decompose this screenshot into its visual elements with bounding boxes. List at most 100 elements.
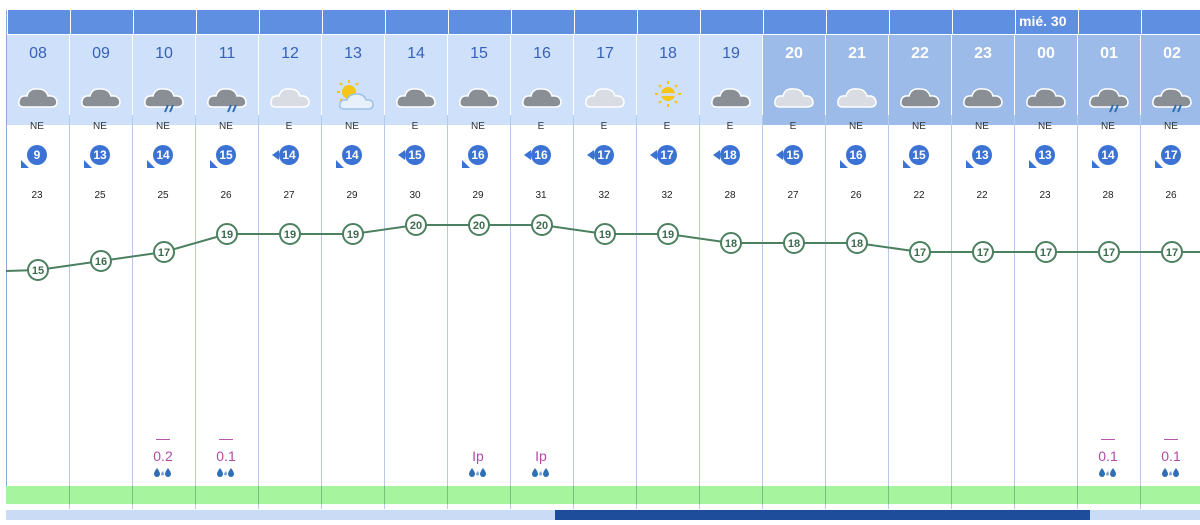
wind-arrow-icon	[147, 160, 155, 168]
temperature-point	[405, 214, 427, 236]
hour-column: 18	[637, 35, 700, 125]
hour-column: 14	[385, 35, 448, 125]
wind-speed-badge: 17	[594, 145, 614, 165]
wind-direction: E	[663, 121, 671, 132]
cloud-icon	[394, 79, 438, 113]
hour-column: 19	[700, 35, 763, 125]
wind-gust: 31	[535, 190, 547, 201]
raindrops-icon	[195, 466, 257, 481]
wind-direction: NE	[93, 121, 107, 132]
wind-speed-badge: 15	[216, 145, 236, 165]
column-separator	[825, 115, 826, 509]
temperature-label: 17	[1103, 247, 1115, 259]
hour-column: 21	[826, 35, 889, 125]
hour-column: 20	[763, 35, 826, 125]
cloud-icon	[16, 79, 60, 113]
hour-column: 16	[511, 35, 574, 125]
raindrops-icon	[510, 466, 572, 481]
wind-gust: 32	[661, 190, 673, 201]
wind-gust: 30	[409, 190, 421, 201]
wind-indicator: 17	[573, 145, 635, 179]
column-separator	[384, 115, 385, 509]
hour-label: 14	[407, 45, 425, 62]
wind-arrow-icon	[650, 150, 657, 160]
hour-column: 17	[574, 35, 637, 125]
cloud-icon	[898, 79, 942, 113]
day-header-cell	[385, 10, 448, 34]
cloud-icon	[709, 79, 753, 113]
wind-speed-badge: 9	[27, 145, 47, 165]
wind-arrow-icon	[84, 160, 92, 168]
green-strip-separator	[195, 486, 196, 504]
day-header-bar: mié. 30	[7, 10, 1200, 34]
wind-indicator: 9	[6, 145, 68, 179]
precipitation-amount: Ip	[472, 448, 484, 464]
green-strip-separator	[447, 486, 448, 504]
wind-indicator: 16	[447, 145, 509, 179]
temperature-point	[342, 223, 364, 245]
wind-gust: 26	[220, 190, 232, 201]
wind-speed-badge: 13	[90, 145, 110, 165]
wind-speed-badge: 15	[405, 145, 425, 165]
temperature-label: 20	[473, 220, 485, 232]
wind-direction: E	[285, 121, 293, 132]
wind-arrow-icon	[1092, 160, 1100, 168]
day-header-cell	[322, 10, 385, 34]
temperature-point	[972, 241, 994, 263]
green-strip-separator	[636, 486, 637, 504]
hour-label: 16	[533, 45, 551, 62]
green-strip-separator	[1014, 486, 1015, 504]
precip-mark: —	[1101, 430, 1115, 446]
temperature-label: 20	[536, 220, 548, 232]
wind-indicator: 14	[1077, 145, 1139, 179]
wind-speed-badge: 16	[468, 145, 488, 165]
green-strip-separator	[132, 486, 133, 504]
green-strip	[6, 486, 1200, 504]
wind-speed-badge: 14	[1098, 145, 1118, 165]
wind-speed-badge: 18	[720, 145, 740, 165]
cloud-light-icon	[583, 79, 627, 113]
wind-indicator: 15	[762, 145, 824, 179]
temperature-point	[1161, 241, 1183, 263]
wind-direction: E	[411, 121, 419, 132]
cloud-icon	[520, 79, 564, 113]
hour-label: 08	[29, 45, 47, 62]
temperature-label: 17	[158, 247, 170, 259]
wind-gust: 22	[913, 190, 925, 201]
green-strip-separator	[69, 486, 70, 504]
column-separator	[888, 115, 889, 509]
wind-gust: 29	[472, 190, 484, 201]
horizontal-scrollbar-thumb[interactable]	[555, 510, 1091, 520]
cloud-light-icon	[835, 79, 879, 113]
raindrops-icon	[1077, 466, 1139, 481]
wind-indicator: 15	[384, 145, 446, 179]
raindrops-icon	[1140, 466, 1200, 481]
green-strip-separator	[699, 486, 700, 504]
column-separator	[951, 115, 952, 509]
wind-speed-badge: 17	[657, 145, 677, 165]
temperature-point	[594, 223, 616, 245]
temperature-label: 18	[725, 238, 737, 250]
rain-cloud-icon	[1087, 79, 1131, 113]
temperature-point	[909, 241, 931, 263]
temperature-label: 19	[347, 229, 359, 241]
rain-cloud-icon	[142, 79, 186, 113]
wind-direction: NE	[975, 121, 989, 132]
temperature-point	[90, 250, 112, 272]
day-header-cell	[448, 10, 511, 34]
wind-direction: E	[537, 121, 545, 132]
hour-column: 13	[322, 35, 385, 125]
wind-arrow-icon	[1029, 160, 1037, 168]
wind-arrow-icon	[21, 160, 29, 168]
wind-speed-badge: 13	[1035, 145, 1055, 165]
temperature-label: 16	[95, 256, 107, 268]
rain-cloud-icon	[1150, 79, 1194, 113]
wind-direction: NE	[1038, 121, 1052, 132]
green-strip-separator	[321, 486, 322, 504]
precip-mark: —	[219, 430, 233, 446]
forecast-table: mié. 30 08 09 10 11 12 13 14 15 16 17 18 19 20 21 22 23…	[6, 10, 1200, 504]
hour-column: 11	[196, 35, 259, 125]
temperature-point	[153, 241, 175, 263]
column-separator	[195, 115, 196, 509]
precipitation-amount: Ip	[535, 448, 547, 464]
